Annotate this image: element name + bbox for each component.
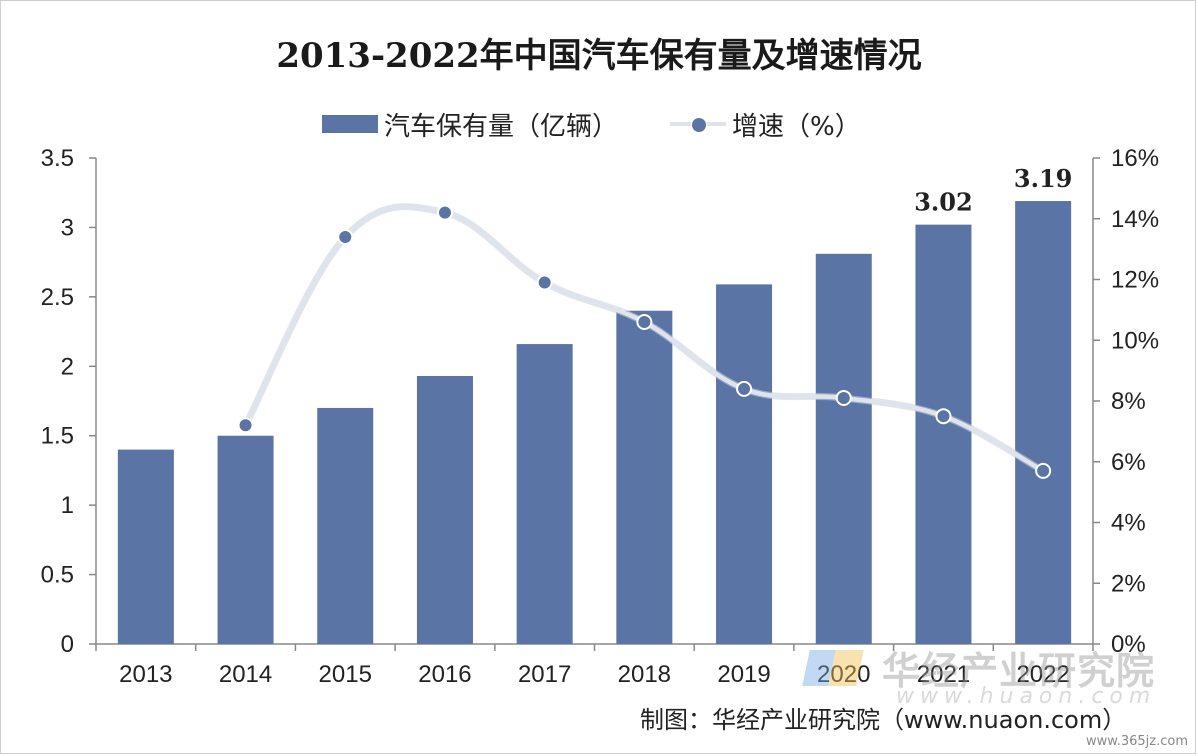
growth-point xyxy=(536,274,553,291)
bar-data-label: 3.02 xyxy=(914,188,972,217)
bar xyxy=(516,344,573,644)
bar xyxy=(616,310,673,644)
legend-line-swatch xyxy=(670,115,727,133)
bar xyxy=(416,376,473,644)
y-right-tick-label: 8% xyxy=(1111,388,1146,415)
x-tick-label: 2018 xyxy=(618,661,671,688)
y-left-tick-label: 0 xyxy=(61,631,74,658)
growth-point xyxy=(736,380,753,397)
bar-data-label: 3.19 xyxy=(1014,164,1072,193)
y-left-tick-label: 1.5 xyxy=(41,423,74,450)
y-left-tick-label: 0.5 xyxy=(41,562,74,589)
legend-bar-label: 汽车保有量（亿辆） xyxy=(384,111,619,142)
y-left-tick-label: 3.5 xyxy=(41,145,74,172)
growth-point xyxy=(337,228,354,245)
growth-point xyxy=(1035,462,1052,479)
growth-point xyxy=(935,408,952,425)
growth-point xyxy=(835,389,852,406)
y-right-tick-label: 12% xyxy=(1111,267,1159,294)
growth-point xyxy=(237,417,254,434)
y-left-tick-label: 3 xyxy=(61,214,74,241)
x-tick-label: 2013 xyxy=(119,661,172,688)
x-tick-label: 2016 xyxy=(418,661,471,688)
watermark-logo-icon xyxy=(802,646,866,690)
chart-legend: 汽车保有量（亿辆） 增速（%） xyxy=(322,104,861,144)
x-tick-label: 2014 xyxy=(219,661,272,688)
x-tick-label: 2019 xyxy=(717,661,770,688)
y-right-tick-label: 10% xyxy=(1111,327,1159,354)
bar xyxy=(117,449,174,644)
chart-title: 2013-2022年中国汽车保有量及增速情况 xyxy=(276,36,922,76)
growth-point xyxy=(436,204,453,221)
watermark-text: 华经产业研究院 xyxy=(882,649,1156,693)
y-right-tick-label: 14% xyxy=(1111,206,1159,233)
y-right-tick-label: 16% xyxy=(1111,145,1159,172)
y-right-tick-label: 0% xyxy=(1111,631,1146,658)
x-tick-label: 2020 xyxy=(817,661,870,688)
x-tick-label: 2015 xyxy=(319,661,372,688)
y-left-tick-label: 2 xyxy=(61,353,74,380)
growth-point xyxy=(636,314,653,331)
watermark-url: www.huaon.com xyxy=(896,684,1157,709)
legend-bar-swatch xyxy=(322,115,378,133)
legend-line-label: 增速（%） xyxy=(732,111,861,142)
bar xyxy=(317,407,374,644)
y-left-tick-label: 1 xyxy=(61,492,74,519)
bar xyxy=(1015,201,1072,644)
y-right-tick-label: 2% xyxy=(1111,570,1146,597)
bar xyxy=(716,284,773,644)
bar xyxy=(815,253,872,644)
source-note: 制图：华经产业研究院（www.nuaon.com） xyxy=(640,706,1127,734)
y-right-tick-label: 6% xyxy=(1111,449,1146,476)
x-tick-label: 2021 xyxy=(917,661,970,688)
y-left-tick-label: 2.5 xyxy=(41,284,74,311)
bar xyxy=(915,224,972,644)
y-right-tick-label: 4% xyxy=(1111,510,1146,537)
x-tick-label: 2022 xyxy=(1016,661,1069,688)
bar xyxy=(217,435,274,644)
corner-watermark: www.365jz.com xyxy=(1086,734,1188,749)
x-tick-label: 2017 xyxy=(518,661,571,688)
